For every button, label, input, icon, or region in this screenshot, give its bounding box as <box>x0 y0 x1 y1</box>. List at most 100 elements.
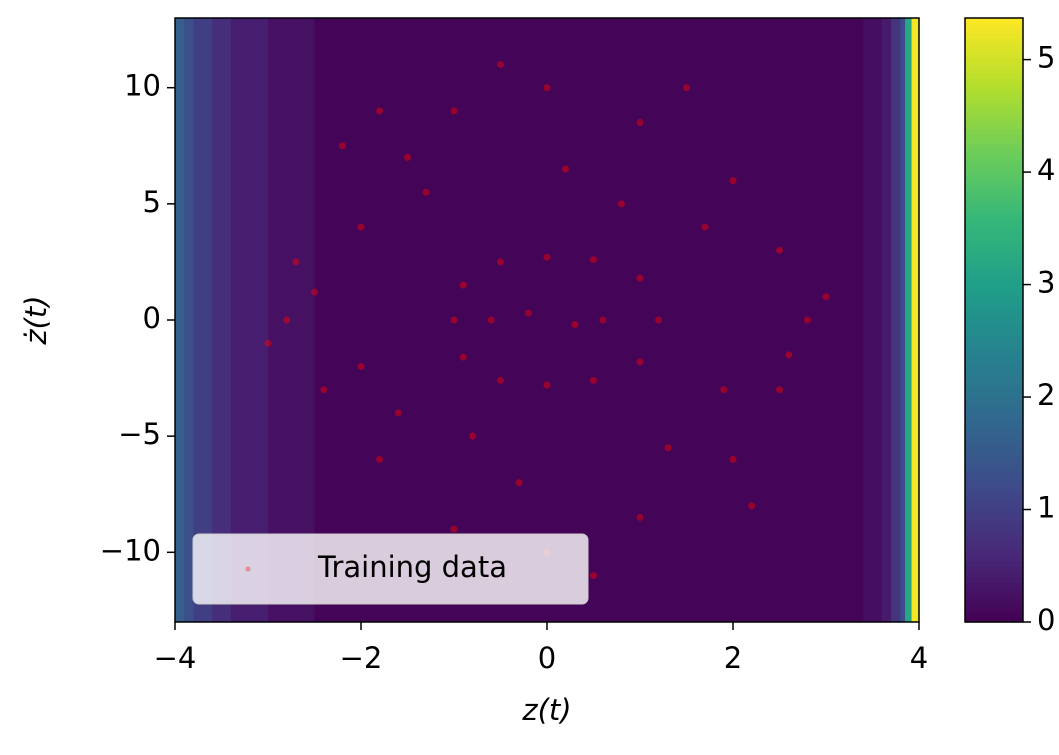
colorbar-step <box>965 239 1023 246</box>
colorbar-step <box>965 541 1023 548</box>
colorbar-step <box>965 249 1023 256</box>
colorbar-step <box>965 68 1023 74</box>
colorbar-step <box>965 430 1023 437</box>
colorbar-step <box>965 561 1023 568</box>
y-tick-label: −10 <box>100 533 161 567</box>
heat-cell <box>193 18 213 622</box>
colorbar-step <box>965 189 1023 195</box>
data-point <box>729 455 737 463</box>
data-point <box>497 60 504 68</box>
data-point <box>636 358 644 366</box>
colorbar-step <box>965 601 1023 608</box>
colorbar-step <box>965 138 1023 145</box>
colorbar-step <box>965 531 1023 538</box>
colorbar-step <box>965 123 1023 130</box>
data-point <box>338 142 346 150</box>
colorbar-step <box>965 546 1023 553</box>
data-point <box>320 386 328 394</box>
colorbar-step <box>965 410 1023 417</box>
colorbar-step <box>965 43 1023 49</box>
data-point <box>376 455 384 463</box>
colorbar-step <box>965 521 1023 527</box>
colorbar-step <box>965 390 1023 397</box>
colorbar-tick-label: 4 <box>1037 153 1055 187</box>
data-point <box>394 409 402 417</box>
heat-cell <box>314 18 864 622</box>
colorbar-step <box>965 113 1023 120</box>
colorbar-tick-label: 1 <box>1037 491 1055 525</box>
colorbar-step <box>965 450 1023 457</box>
colorbar-step <box>965 219 1023 225</box>
colorbar-step <box>965 269 1023 276</box>
heat-cell <box>863 18 883 622</box>
colorbar-step <box>965 481 1023 487</box>
colorbar-step <box>965 163 1023 170</box>
scatter <box>264 60 830 580</box>
heat-cell <box>230 18 269 622</box>
data-point <box>311 288 318 296</box>
heat-cell <box>212 18 232 622</box>
colorbar-step <box>965 128 1023 135</box>
heat-cell <box>175 18 185 622</box>
colorbar-step <box>965 289 1023 296</box>
colorbar-step <box>965 83 1023 90</box>
data-point <box>617 200 625 208</box>
colorbar-step <box>965 486 1023 492</box>
colorbar-step <box>965 345 1023 351</box>
colorbar-step <box>965 98 1023 105</box>
colorbar-step <box>965 596 1023 603</box>
colorbar-step <box>965 309 1023 316</box>
colorbar-step <box>965 254 1023 261</box>
colorbar-step <box>965 420 1023 427</box>
colorbar-step <box>965 586 1023 593</box>
colorbar-step <box>965 58 1023 64</box>
colorbar-step <box>965 576 1023 583</box>
colorbar-step <box>965 511 1023 517</box>
colorbar-step <box>965 184 1023 190</box>
colorbar-step <box>965 325 1023 331</box>
colorbar-tick-label: 2 <box>1037 378 1055 412</box>
y-tick-label: 0 <box>143 301 161 335</box>
data-point <box>636 119 644 127</box>
colorbar-tick-label: 3 <box>1037 266 1055 300</box>
data-point <box>655 316 663 324</box>
colorbar-step <box>965 335 1023 341</box>
colorbar-step <box>965 194 1023 200</box>
data-point <box>376 107 384 115</box>
colorbar-step <box>965 320 1023 326</box>
data-point <box>497 258 504 266</box>
data-point <box>459 281 467 289</box>
legend-marker <box>245 566 251 572</box>
colorbar-step <box>965 435 1023 442</box>
data-point <box>590 572 597 580</box>
data-point <box>543 253 551 261</box>
colorbar-step <box>965 350 1023 356</box>
heat-cell <box>900 18 906 622</box>
colorbar-step <box>965 455 1023 462</box>
colorbar-step <box>965 375 1023 381</box>
colorbar-step <box>965 616 1023 623</box>
data-point <box>292 258 300 266</box>
colorbar-step <box>965 53 1023 59</box>
data-point <box>562 165 570 173</box>
x-tick-label: 4 <box>910 641 928 675</box>
data-point <box>683 84 690 92</box>
heat-cell <box>184 18 195 622</box>
colorbar-step <box>965 611 1023 618</box>
colorbar-step <box>965 591 1023 598</box>
colorbar-step <box>965 415 1023 422</box>
heat-cell <box>905 18 913 622</box>
colorbar-tick-label: 5 <box>1037 41 1055 75</box>
data-point <box>422 188 430 196</box>
heatmap <box>175 18 919 622</box>
colorbar-step <box>965 38 1023 44</box>
colorbar-step <box>965 460 1023 467</box>
data-point <box>636 513 644 521</box>
colorbar-tick-label: 0 <box>1037 603 1055 637</box>
colorbar-step <box>965 169 1023 175</box>
colorbar-step <box>965 385 1023 392</box>
colorbar-step <box>965 476 1023 482</box>
data-point <box>720 386 728 394</box>
colorbar-step <box>965 234 1023 241</box>
